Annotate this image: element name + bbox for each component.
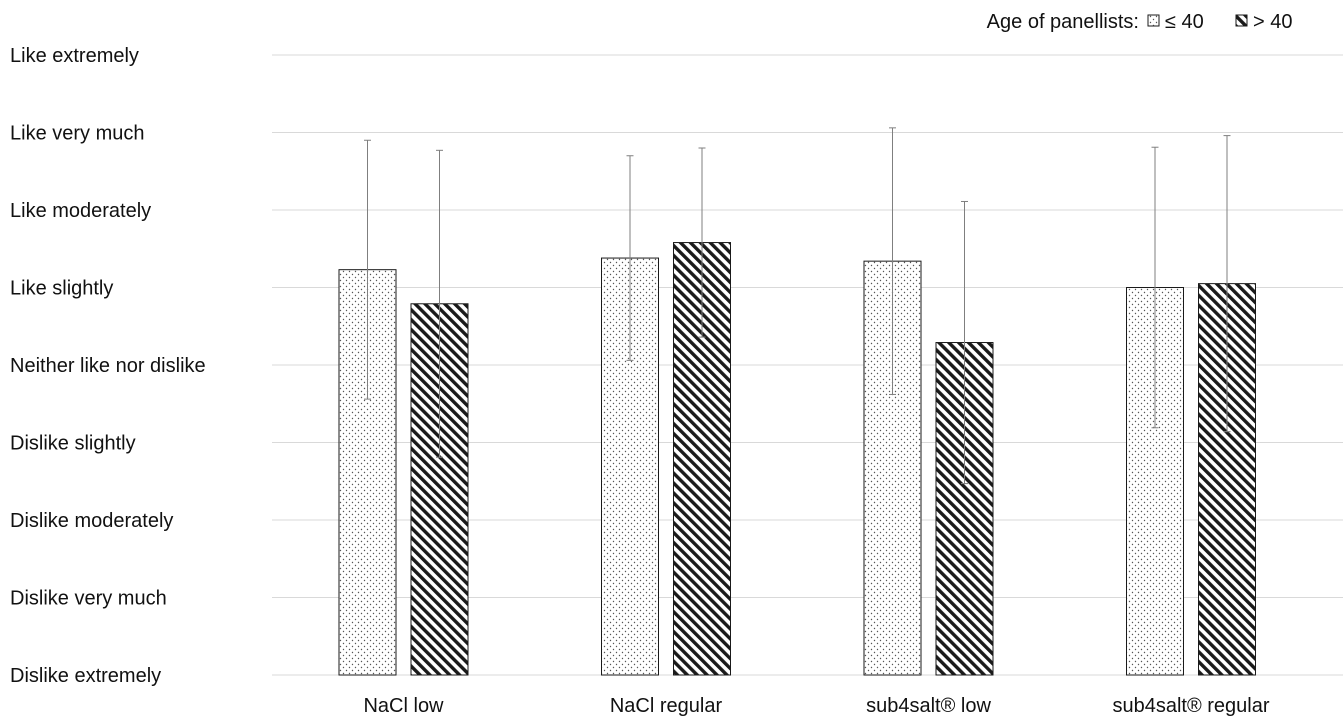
- legend-swatch-hatch: [1235, 14, 1248, 27]
- bars: [338, 242, 1256, 676]
- x-tick-label: NaCl low: [363, 695, 444, 717]
- y-tick-label: Dislike slightly: [10, 433, 136, 455]
- y-tick-label: Neither like nor dislike: [10, 355, 206, 377]
- legend: Age of panellists: ≤ 40 > 40: [987, 11, 1293, 33]
- y-tick-label: Dislike very much: [10, 588, 167, 610]
- x-tick-label: sub4salt® regular: [1112, 695, 1269, 717]
- legend-entry-le40: ≤ 40: [1165, 11, 1204, 33]
- y-axis-labels: Dislike extremely Dislike very much Dislik…: [10, 45, 206, 687]
- y-tick-label: Like extremely: [10, 45, 139, 67]
- y-tick-label: Like very much: [10, 123, 145, 145]
- y-tick-label: Dislike extremely: [10, 665, 161, 687]
- legend-swatch-dots: [1147, 14, 1160, 27]
- error-bars: [364, 127, 1231, 485]
- y-tick-label: Like moderately: [10, 200, 151, 222]
- x-axis-labels: NaCl low NaCl regular sub4salt® low sub4sal…: [363, 695, 1269, 717]
- x-tick-label: NaCl regular: [610, 695, 723, 717]
- x-tick-label: sub4salt® low: [866, 695, 991, 717]
- legend-entry-gt40: > 40: [1253, 11, 1292, 33]
- y-tick-label: Like slightly: [10, 278, 113, 300]
- legend-title: Age of panellists:: [987, 11, 1139, 33]
- y-tick-label: Dislike moderately: [10, 510, 173, 532]
